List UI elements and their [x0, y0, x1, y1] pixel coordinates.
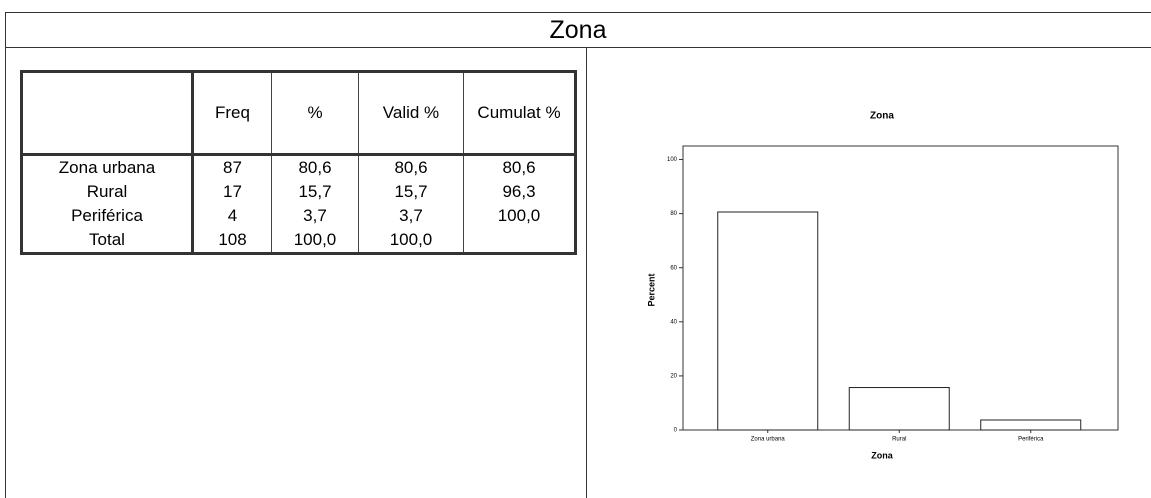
y-tick-label: 100 [667, 157, 678, 163]
table-row: Rural 17 15,7 15,7 96,3 [21, 180, 576, 204]
table-cell: 80,6 [358, 154, 464, 180]
bar [848, 387, 950, 431]
table-cell: 100,0 [463, 204, 576, 228]
table-cell: Zona urbana [21, 154, 194, 180]
y-tick-label: 0 [674, 428, 678, 434]
page-title: Zona [5, 12, 1151, 48]
x-tick-label: Rural [892, 437, 906, 443]
table-cell: Total [21, 228, 194, 254]
table-cell: 87 [192, 154, 272, 180]
table-cell [463, 228, 576, 254]
x-tick-label: Periférica [1018, 437, 1044, 443]
x-axis-label: Zona [871, 450, 893, 460]
column-header [21, 71, 194, 156]
y-tick-label: 80 [670, 211, 677, 217]
table-cell: 3,7 [358, 204, 464, 228]
divider [586, 48, 587, 498]
frequency-table: Freq% Valid % Cumulat % Zona urbana 87 80,6 80… [20, 70, 577, 255]
table-cell: 96,3 [463, 180, 576, 204]
table-cell: 108 [192, 228, 272, 254]
table-cell: 15,7 [271, 180, 359, 204]
table-cell: 3,7 [271, 204, 359, 228]
y-tick-label: 40 [670, 319, 677, 325]
header-row: Freq% Valid % Cumulat % [21, 71, 576, 156]
y-axis-label: Percent [646, 273, 656, 306]
chart-title: Zona [870, 111, 894, 122]
table-cell: Periférica [21, 204, 194, 228]
y-tick-label: 20 [670, 373, 677, 379]
table-row: Periférica 4 3,7 3,7 100,0 [21, 204, 576, 228]
column-header: Freq [192, 71, 272, 156]
table-cell: 80,6 [463, 154, 576, 180]
column-header: Valid % [358, 71, 464, 156]
y-tick-label: 60 [670, 265, 677, 271]
table-row: Zona urbana 87 80,6 80,6 80,6 [21, 154, 576, 180]
frame [5, 12, 1151, 498]
table-row: Total 108 100,0 100,0 [21, 228, 576, 254]
x-tick-label: Zona urbana [751, 437, 786, 443]
table-cell: Rural [21, 180, 194, 204]
table-cell: 4 [192, 204, 272, 228]
bar [980, 419, 1082, 431]
table-cell: 17 [192, 180, 272, 204]
column-header: Cumulat % [463, 71, 576, 156]
bar [717, 211, 819, 431]
table-cell: 100,0 [358, 228, 464, 254]
